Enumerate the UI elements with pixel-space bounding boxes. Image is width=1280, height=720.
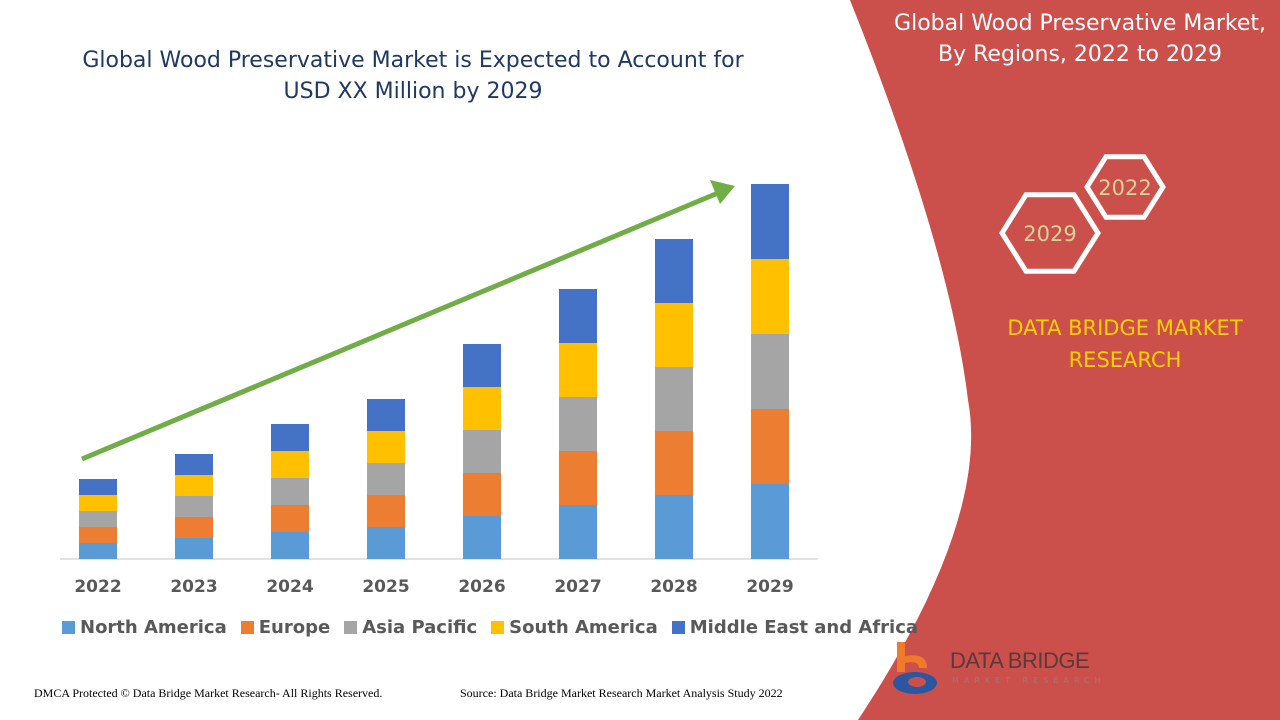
legend: North America Europe Asia Pacific South Ame… — [62, 617, 918, 638]
bar-segment-asia-pacific-2024 — [271, 478, 309, 505]
bar-segment-north-america-2026 — [463, 516, 501, 559]
bar-segment-south-america-2027 — [559, 343, 597, 397]
bar-segment-europe-2022 — [79, 527, 117, 543]
bar-segment-europe-2029 — [751, 409, 789, 484]
bar-segment-asia-pacific-2029 — [751, 334, 789, 409]
side-panel — [850, 0, 1280, 720]
legend-item: Asia Pacific — [344, 617, 477, 638]
bar-segment-north-america-2022 — [79, 543, 117, 559]
bar-segment-asia-pacific-2027 — [559, 397, 597, 451]
bar-segment-asia-pacific-2026 — [463, 430, 501, 473]
bar-segment-middle-east-and-africa-2023 — [175, 454, 213, 475]
bar-segment-north-america-2024 — [271, 532, 309, 559]
bar-segment-europe-2025 — [367, 495, 405, 527]
hexagon-icon — [1084, 154, 1166, 220]
bar-segment-south-america-2029 — [751, 259, 789, 334]
bar-segment-middle-east-and-africa-2028 — [655, 239, 693, 303]
side-panel-title: Global Wood Preservative Market, By Regi… — [894, 11, 1266, 67]
legend-label: Middle East and Africa — [689, 617, 919, 638]
bar-segment-europe-2024 — [271, 505, 309, 532]
bar-segment-europe-2026 — [463, 473, 501, 516]
bar-segment-europe-2023 — [175, 517, 213, 538]
bar-segment-north-america-2029 — [751, 484, 789, 559]
hexagon-icon — [999, 192, 1101, 274]
bar-segment-north-america-2027 — [559, 505, 597, 559]
footer-source: Source: Data Bridge Market Research Mark… — [460, 686, 783, 700]
bar-segment-middle-east-and-africa-2024 — [271, 424, 309, 451]
bar-segment-europe-2027 — [559, 451, 597, 505]
logo-icon — [893, 642, 937, 694]
legend-swatch — [671, 621, 685, 634]
x-tick-label: 2023 — [170, 577, 217, 597]
bar-segment-south-america-2026 — [463, 387, 501, 430]
legend-label: Europe — [258, 617, 331, 638]
x-tick-label: 2028 — [650, 577, 697, 597]
legend-swatch — [344, 621, 358, 634]
legend-item: Europe — [240, 617, 331, 638]
bar-segment-south-america-2028 — [655, 303, 693, 367]
logo-subtext: MARKET RESEARCH — [952, 676, 1106, 685]
page-title: Global Wood Preservative Market is Expec… — [82, 48, 744, 104]
bar-segment-middle-east-and-africa-2025 — [367, 399, 405, 431]
legend-item: Middle East and Africa — [671, 617, 919, 638]
bar-segment-asia-pacific-2025 — [367, 463, 405, 495]
x-tick-label: 2022 — [74, 577, 121, 597]
legend-swatch — [491, 621, 505, 634]
bar-segment-south-america-2022 — [79, 495, 117, 511]
bar-segment-north-america-2028 — [655, 495, 693, 559]
logo-text: DATA BRIDGE — [950, 648, 1090, 673]
x-tick-label: 2027 — [554, 577, 601, 597]
hexagon-year-label: 2029 — [1023, 222, 1076, 246]
legend-item: South America — [491, 617, 658, 638]
legend-label: South America — [509, 617, 658, 638]
trend-arrow — [81, 190, 719, 462]
legend-swatch — [62, 621, 75, 634]
bar-segment-south-america-2024 — [271, 451, 309, 478]
x-tick-label: 2029 — [746, 577, 793, 597]
bar-segment-middle-east-and-africa-2026 — [463, 344, 501, 387]
bar-segment-asia-pacific-2028 — [655, 367, 693, 431]
bar-segment-south-america-2025 — [367, 431, 405, 463]
legend-swatch — [240, 621, 254, 634]
bar-segment-south-america-2023 — [175, 475, 213, 496]
x-tick-label: 2026 — [458, 577, 505, 597]
bar-segment-middle-east-and-africa-2029 — [751, 184, 789, 259]
bar-segment-middle-east-and-africa-2027 — [559, 289, 597, 343]
x-tick-label: 2025 — [362, 577, 409, 597]
footer-copyright: DMCA Protected © Data Bridge Market Rese… — [34, 686, 383, 700]
bar-segment-north-america-2025 — [367, 527, 405, 559]
x-tick-label: 2024 — [266, 577, 313, 597]
hexagon-year-label: 2022 — [1098, 176, 1151, 200]
legend-label: North America — [80, 617, 227, 638]
bar-segment-north-america-2023 — [175, 538, 213, 559]
bar-segment-middle-east-and-africa-2022 — [79, 479, 117, 495]
brand-name: DATA BRIDGE MARKET RESEARCH — [1007, 316, 1243, 372]
trend-arrow-head — [710, 180, 735, 204]
bar-segment-asia-pacific-2023 — [175, 496, 213, 517]
bar-segment-asia-pacific-2022 — [79, 511, 117, 527]
bar-segment-europe-2028 — [655, 431, 693, 495]
legend-item: North America — [62, 617, 227, 638]
legend-label: Asia Pacific — [362, 617, 478, 638]
